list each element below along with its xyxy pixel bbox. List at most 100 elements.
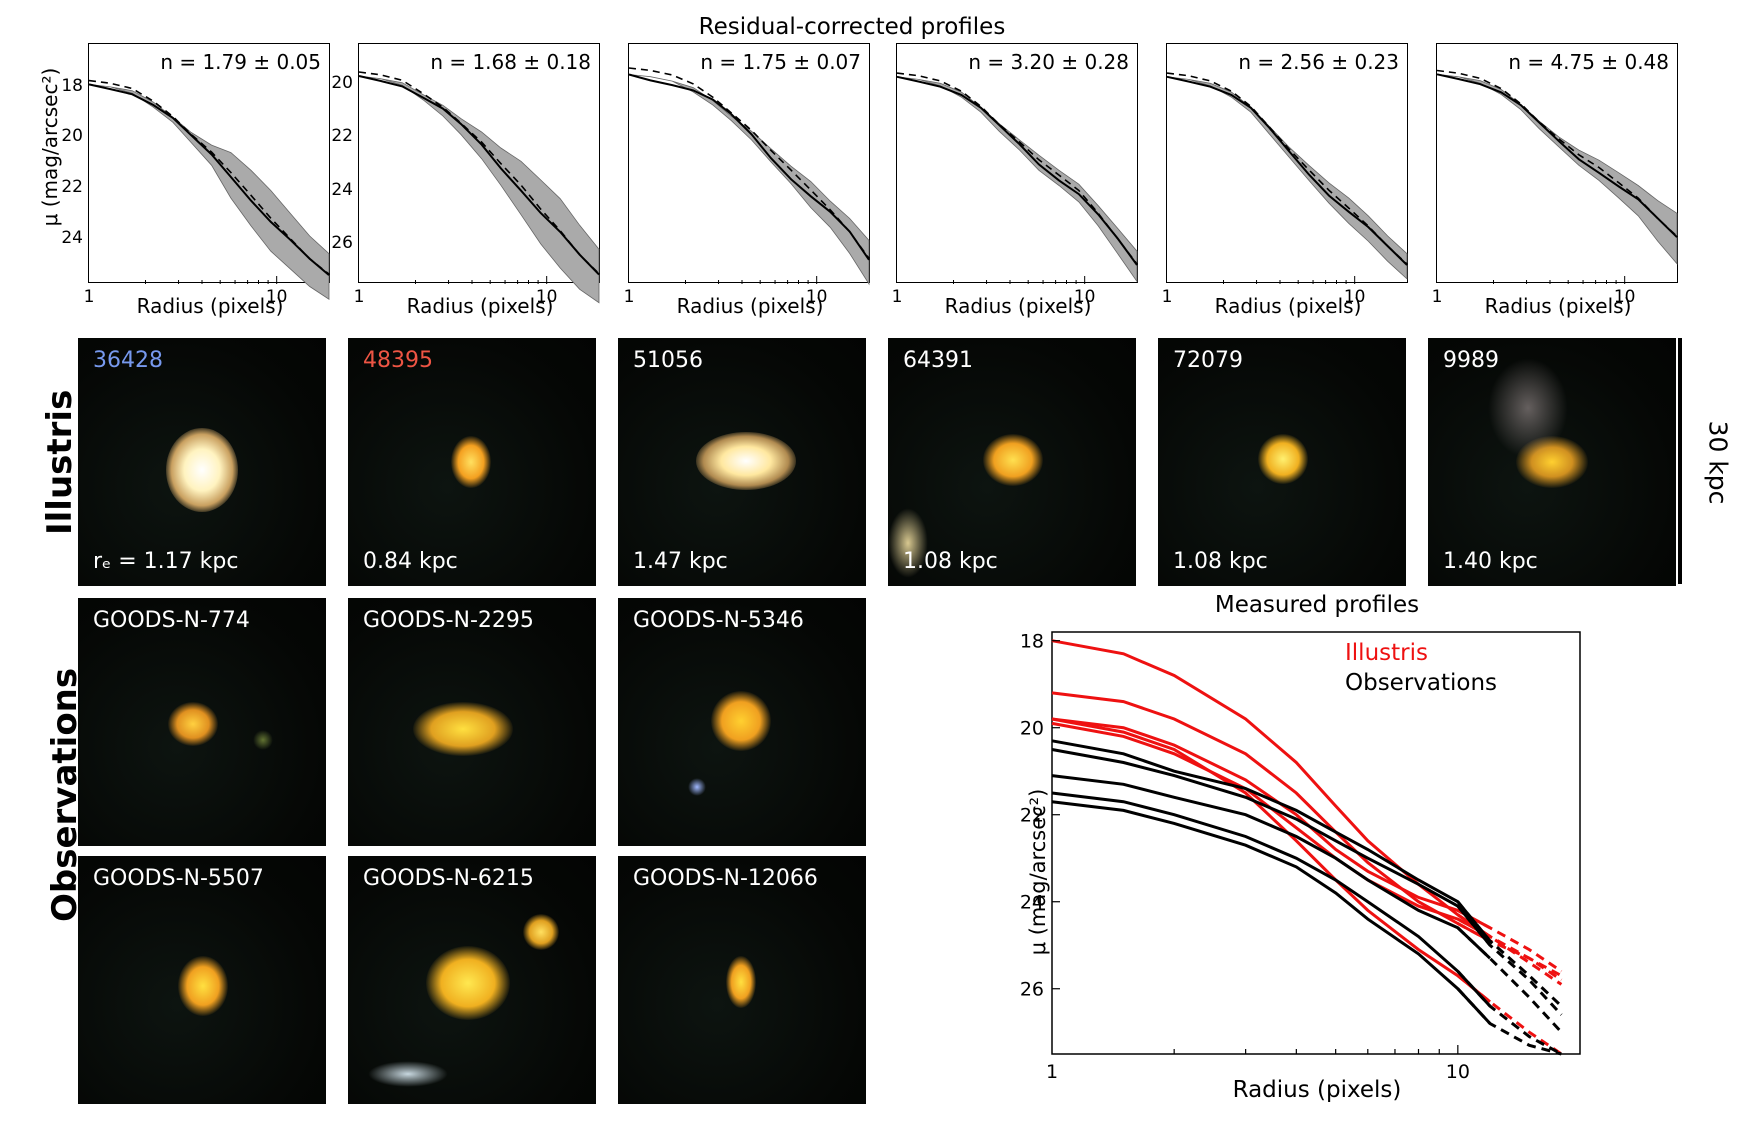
effective-radius-label: 1.08 kpc <box>903 549 998 574</box>
x-tick-label: 10 <box>805 287 828 307</box>
galaxy-blob <box>983 434 1043 486</box>
galaxy-blob <box>426 946 510 1020</box>
galaxy-id-label: GOODS-N-5346 <box>633 608 804 633</box>
galaxy-id-label: GOODS-N-774 <box>93 608 250 633</box>
x-tick-label: 10 <box>1613 287 1636 307</box>
galaxy-id-label: GOODS-N-2295 <box>363 608 534 633</box>
uncertainty-band <box>896 76 1138 283</box>
series-line-10 <box>1051 800 1492 1025</box>
illustris-galaxy-image: 36428 rₑ = 1.17 kpc <box>78 338 326 586</box>
galaxy-blob <box>451 436 491 488</box>
effective-radius-label: 1.08 kpc <box>1173 549 1268 574</box>
illustris-row-label: Illustris <box>40 389 80 535</box>
sersic-fit-line <box>628 67 870 259</box>
series-extrapolation-2 <box>1457 922 1563 978</box>
x-tick-label: 1 <box>83 287 95 307</box>
x-tick-label: 1 <box>891 287 903 307</box>
series-extrapolation-8 <box>1456 926 1563 1034</box>
measured-profile-line <box>896 75 1138 266</box>
illustris-galaxy-image: 64391 1.08 kpc <box>888 338 1136 586</box>
galaxy-blob <box>688 778 706 796</box>
legend-entry-observations: Observations <box>1345 670 1497 696</box>
y-tick-label: 22 <box>61 177 83 197</box>
sersic-index-label: n = 3.20 ± 0.28 <box>968 50 1129 74</box>
galaxy-blob <box>178 956 228 1016</box>
y-tick-label: 24 <box>331 179 353 200</box>
uncertainty-band <box>88 84 330 300</box>
x-axis-label: Radius (pixels) <box>676 294 824 318</box>
uncertainty-band <box>1436 73 1678 265</box>
measured-profiles-chart: 18 20 22 24 26 1 10 Illustris Observations <box>1020 631 1581 1083</box>
effective-radius-label: 1.40 kpc <box>1443 549 1538 574</box>
galaxy-blob <box>413 702 513 756</box>
x-tick-label: 1 <box>1431 287 1443 307</box>
y-tick-label: 18 <box>1020 631 1044 653</box>
sersic-index-label: n = 1.68 ± 0.18 <box>430 50 591 74</box>
sersic-fit-line <box>358 71 600 275</box>
x-axis-label: Radius (pixels) <box>406 294 554 318</box>
legend-entry-illustris: Illustris <box>1345 640 1428 666</box>
measured-profile-line <box>1166 75 1408 266</box>
y-tick-label: 18 <box>61 75 83 96</box>
observation-galaxy-image: GOODS-N-774 <box>78 598 326 846</box>
profile-panel-3: n = 1.75 ± 0.07 1 10 Radius (pixels) <box>624 43 870 318</box>
galaxy-blob <box>711 691 771 751</box>
x-tick-label: 10 <box>535 287 558 307</box>
series-line-3 <box>1051 717 1491 930</box>
y-tick-label: 26 <box>331 233 353 253</box>
x-tick-label: 1 <box>1161 287 1173 307</box>
profile-panel-4: n = 3.20 ± 0.28 1 10 Radius (pixels) <box>892 43 1138 318</box>
y-tick-label: 20 <box>1020 718 1044 740</box>
x-tick-label: 10 <box>1446 1061 1470 1083</box>
measured-profiles-title: Measured profiles <box>1214 592 1420 618</box>
x-tick-label: 10 <box>1073 287 1096 307</box>
y-tick-label: 24 <box>1020 892 1044 914</box>
x-tick-label: 10 <box>1343 287 1366 307</box>
uncertainty-band <box>358 75 600 304</box>
sersic-index-label: n = 1.79 ± 0.05 <box>160 50 321 74</box>
scale-bar-label: 30 kpc <box>1703 420 1733 505</box>
series-extrapolation-10 <box>1456 987 1562 1056</box>
illustris-galaxy-image: 9989 1.40 kpc <box>1428 338 1676 586</box>
profile-panel-5: n = 2.56 ± 0.23 1 10 Radius (pixels) <box>1162 43 1408 318</box>
x-axis-label: Radius (pixels) <box>1484 294 1632 318</box>
measured-profile-line <box>628 73 870 261</box>
galaxy-blob <box>696 432 796 490</box>
measured-profile-line <box>88 83 330 276</box>
profile-panel-2: n = 1.68 ± 0.18 20 22 24 26 1 10 Radius (pixels… <box>331 43 600 318</box>
scale-bar <box>1678 338 1682 584</box>
measured-profile-line <box>1436 73 1678 238</box>
sersic-index-label: n = 2.56 ± 0.23 <box>1238 50 1399 74</box>
sersic-index-label: n = 4.75 ± 0.48 <box>1508 50 1669 74</box>
galaxy-blob <box>523 914 559 950</box>
y-tick-label: 24 <box>61 227 83 248</box>
series-extrapolation-9 <box>1456 970 1563 1056</box>
sersic-index-label: n = 1.75 ± 0.07 <box>700 50 861 74</box>
effective-radius-label: 0.84 kpc <box>363 549 458 574</box>
x-axis-label: Radius (pixels) <box>944 294 1092 318</box>
illustris-galaxy-image: 72079 1.08 kpc <box>1158 338 1406 586</box>
y-tick-label: 26 <box>1020 979 1044 1001</box>
y-tick-label: 20 <box>61 126 83 147</box>
sersic-fit-line <box>1436 69 1678 237</box>
top-title: Residual-corrected profiles <box>698 14 1006 40</box>
sersic-fit-line <box>896 72 1138 265</box>
observation-galaxy-image: GOODS-N-2295 <box>348 598 596 846</box>
series-line-5 <box>1051 717 1491 1003</box>
observation-galaxy-image: GOODS-N-6215 <box>348 856 596 1104</box>
galaxy-blob <box>168 702 218 746</box>
observation-galaxy-image: GOODS-N-12066 <box>618 856 866 1104</box>
illustris-galaxy-image: 48395 0.84 kpc <box>348 338 596 586</box>
series-line-8 <box>1051 774 1492 960</box>
chart-x-axis-label: Radius (pixels) <box>1232 1077 1402 1103</box>
observation-galaxy-image: GOODS-N-5346 <box>618 598 866 846</box>
x-tick-label: 1 <box>353 287 365 307</box>
sersic-fit-line <box>88 79 330 275</box>
galaxy-id-label: 48395 <box>363 348 433 373</box>
galaxy-blob <box>166 428 238 512</box>
series-line-6 <box>1051 739 1492 942</box>
series-line-9 <box>1051 791 1492 1008</box>
galaxy-blob <box>368 1061 448 1087</box>
series-extrapolation-6 <box>1456 900 1563 1008</box>
y-tick-label: 22 <box>331 126 353 147</box>
